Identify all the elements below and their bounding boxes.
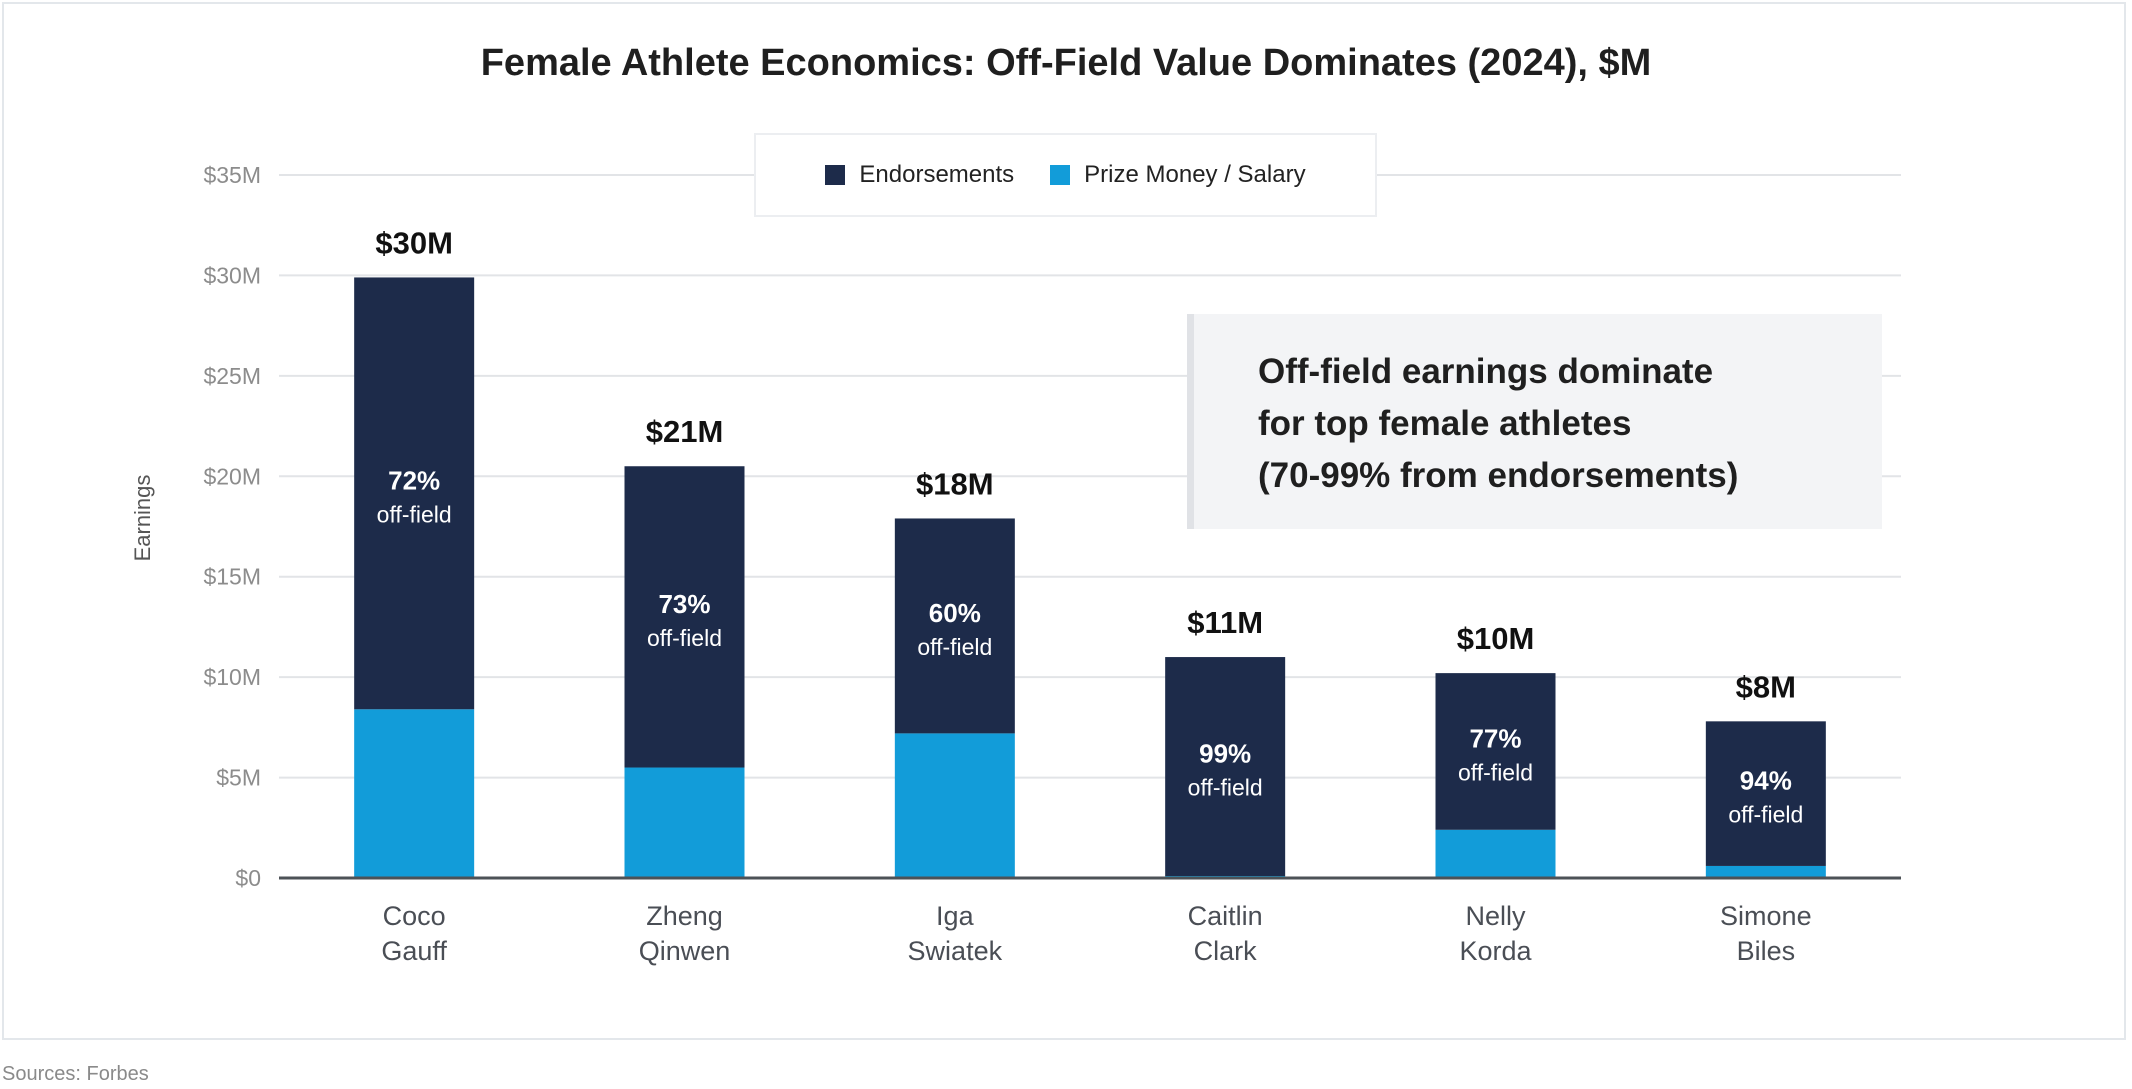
- y-tick-label: $0: [235, 865, 261, 891]
- total-label: $18M: [916, 466, 994, 501]
- bar-endorsements: [1165, 657, 1286, 876]
- legend-label: Prize Money / Salary: [1084, 161, 1306, 188]
- total-label: $8M: [1736, 669, 1796, 704]
- bar-endorsements: [1705, 721, 1826, 866]
- bar-endorsements: [354, 277, 475, 710]
- bar-prize-money: [1435, 829, 1556, 878]
- total-label: $21M: [646, 414, 724, 449]
- y-tick-label: $15M: [203, 564, 261, 590]
- legend: Endorsements Prize Money / Salary: [754, 133, 1377, 217]
- total-label: $11M: [1187, 605, 1263, 640]
- annotation-box: Off-field earnings dominate for top fema…: [1187, 314, 1882, 529]
- total-label: $10M: [1457, 621, 1535, 656]
- y-tick-label: $5M: [216, 765, 261, 791]
- pct-label: 94%: [1740, 766, 1792, 796]
- legend-item-endorsements[interactable]: Endorsements: [825, 161, 1014, 189]
- bar-prize-money: [894, 733, 1015, 878]
- y-tick-label: $10M: [203, 664, 261, 690]
- pct-sublabel: off-field: [647, 625, 722, 651]
- pct-label: 77%: [1469, 723, 1521, 753]
- x-tick-label: Caitlin: [1188, 901, 1263, 931]
- bar-endorsements: [1435, 673, 1556, 830]
- x-tick-label: Nelly: [1465, 901, 1526, 931]
- x-tick-label: Simone: [1720, 901, 1812, 931]
- x-tick-label: Qinwen: [639, 936, 731, 966]
- annotation-line: Off-field earnings dominate: [1258, 352, 1714, 391]
- bar-prize-money: [354, 709, 475, 878]
- y-tick-label: $30M: [203, 262, 261, 288]
- legend-item-prize-money[interactable]: Prize Money / Salary: [1050, 161, 1306, 189]
- chart-title: Female Athlete Economics: Off-Field Valu…: [480, 42, 1652, 84]
- bar-prize-money: [624, 767, 745, 878]
- x-tick-label: Biles: [1737, 936, 1796, 966]
- pct-sublabel: off-field: [377, 501, 452, 527]
- y-axis-label: Earnings: [130, 474, 155, 562]
- pct-label: 99%: [1199, 739, 1251, 769]
- pct-label: 60%: [929, 598, 981, 628]
- bar-endorsements: [624, 466, 745, 768]
- pct-sublabel: off-field: [917, 634, 992, 660]
- pct-sublabel: off-field: [1458, 759, 1533, 785]
- x-tick-label: Zheng: [646, 901, 723, 931]
- x-tick-label: Clark: [1194, 936, 1258, 966]
- pct-label: 72%: [388, 465, 440, 495]
- total-label: $30M: [375, 225, 453, 260]
- y-tick-label: $35M: [203, 162, 261, 188]
- y-tick-label: $20M: [203, 463, 261, 489]
- x-tick-label: Korda: [1459, 936, 1532, 966]
- x-tick-label: Gauff: [381, 936, 447, 966]
- sources-note: Sources: Forbes: [2, 1063, 149, 1085]
- y-tick-label: $25M: [203, 363, 261, 389]
- bar-prize-money: [1705, 865, 1826, 878]
- legend-label: Endorsements: [859, 161, 1015, 188]
- prize-money-swatch-icon: [1050, 165, 1071, 185]
- annotation-line: for top female athletes: [1258, 404, 1632, 443]
- pct-sublabel: off-field: [1188, 775, 1263, 801]
- endorsements-swatch-icon: [825, 165, 846, 185]
- annotation-line: (70-99% from endorsements): [1258, 456, 1739, 495]
- x-tick-label: Swiatek: [908, 936, 1003, 966]
- x-tick-label: Coco: [383, 901, 446, 931]
- x-tick-label: Iga: [936, 901, 975, 931]
- pct-sublabel: off-field: [1728, 802, 1803, 828]
- bar-endorsements: [894, 518, 1015, 734]
- pct-label: 73%: [658, 589, 710, 619]
